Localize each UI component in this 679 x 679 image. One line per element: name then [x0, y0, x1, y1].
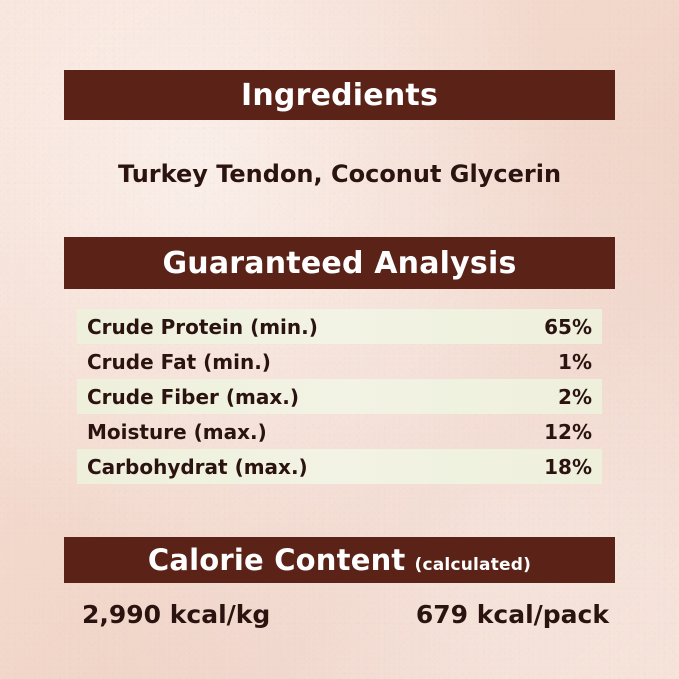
calories-per-kg: 2,990 kcal/kg	[82, 600, 271, 629]
table-row: Crude Fiber (max.) 2%	[77, 379, 602, 414]
calorie-values-row: 2,990 kcal/kg 679 kcal/pack	[64, 600, 615, 629]
row-label: Crude Protein (min.)	[87, 314, 318, 339]
guaranteed-analysis-heading-band: Guaranteed Analysis	[64, 237, 615, 289]
calorie-content-heading-note: (calculated)	[414, 555, 532, 575]
row-label: Moisture (max.)	[87, 419, 267, 444]
row-value: 12%	[544, 419, 592, 444]
table-row: Moisture (max.) 12%	[77, 414, 602, 449]
row-value: 18%	[544, 454, 592, 479]
calorie-content-heading-band: Calorie Content (calculated)	[64, 537, 615, 583]
ingredients-list: Turkey Tendon, Coconut Glycerin	[117, 160, 562, 188]
row-value: 2%	[558, 384, 592, 409]
row-label: Crude Fiber (max.)	[87, 384, 299, 409]
row-label: Carbohydrat (max.)	[87, 454, 308, 479]
table-row: Carbohydrat (max.) 18%	[77, 449, 602, 484]
ingredients-heading-band: Ingredients	[64, 70, 615, 120]
table-row: Crude Protein (min.) 65%	[77, 309, 602, 344]
row-value: 65%	[544, 314, 592, 339]
calorie-content-heading: Calorie Content	[147, 543, 406, 577]
row-label: Crude Fat (min.)	[87, 349, 271, 374]
row-value: 1%	[558, 349, 592, 374]
guaranteed-analysis-table: Crude Protein (min.) 65% Crude Fat (min.…	[77, 309, 602, 484]
ingredients-heading: Ingredients	[241, 77, 438, 113]
table-row: Crude Fat (min.) 1%	[77, 344, 602, 379]
guaranteed-analysis-heading: Guaranteed Analysis	[162, 245, 517, 281]
calories-per-pack: 679 kcal/pack	[415, 600, 609, 629]
calorie-content-heading-wrap: Calorie Content (calculated)	[148, 543, 531, 577]
